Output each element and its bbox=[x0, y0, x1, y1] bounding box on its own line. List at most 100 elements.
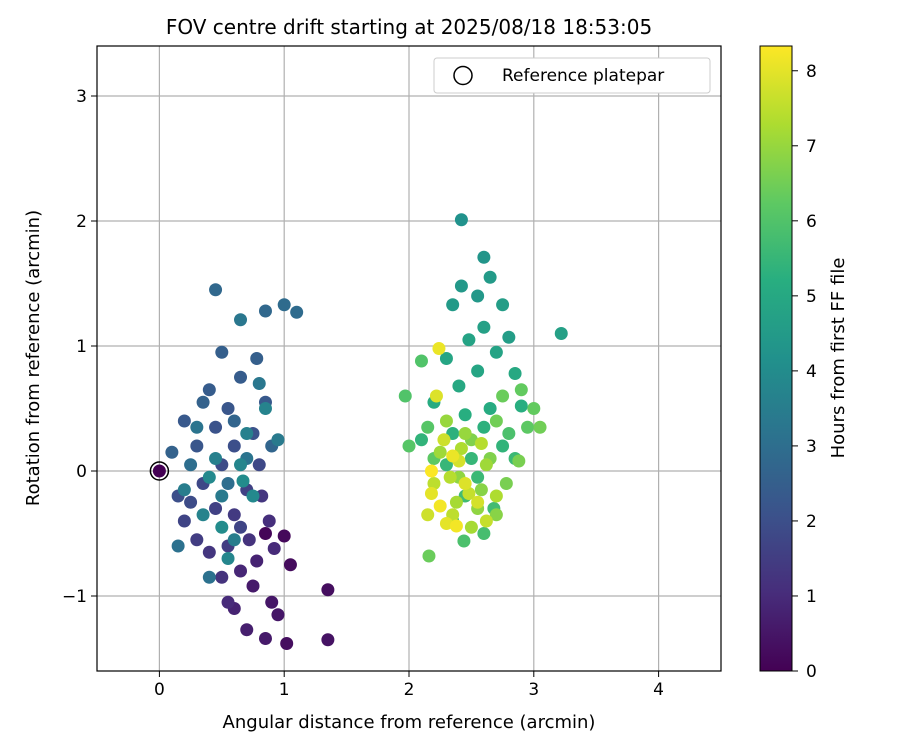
scatter-point bbox=[477, 320, 491, 334]
scatter-point bbox=[489, 489, 503, 503]
scatter-point bbox=[454, 442, 468, 455]
scatter-point bbox=[502, 427, 516, 440]
scatter-point bbox=[240, 427, 254, 440]
scatter-point bbox=[458, 477, 472, 490]
colorbar-tick-label: 6 bbox=[806, 212, 817, 232]
scatter-point bbox=[483, 270, 497, 284]
scatter-point bbox=[471, 495, 485, 509]
scatter-point bbox=[446, 298, 460, 312]
scatter-point bbox=[258, 402, 272, 415]
scatter-point bbox=[258, 304, 272, 318]
scatter-point bbox=[262, 514, 276, 528]
scatter-point bbox=[177, 483, 191, 497]
scatter-point bbox=[533, 420, 547, 434]
reference-point bbox=[149, 461, 170, 481]
scatter-point bbox=[236, 474, 250, 488]
scatter-point bbox=[221, 477, 235, 490]
scatter-point bbox=[462, 333, 476, 347]
scatter-point bbox=[427, 477, 441, 490]
chart-title: FOV centre drift starting at 2025/08/18 … bbox=[166, 15, 652, 39]
scatter-point bbox=[429, 389, 443, 403]
scatter-point bbox=[471, 289, 485, 303]
legend-label: Reference platepar bbox=[502, 66, 664, 86]
y-axis-ticks: −1 0 1 2 3 bbox=[62, 87, 97, 607]
colorbar-tick-label: 8 bbox=[806, 62, 817, 82]
reference-point-fill bbox=[152, 464, 166, 478]
scatter-point bbox=[271, 608, 285, 622]
colorbar-tick-label: 7 bbox=[806, 137, 817, 157]
scatter-point bbox=[471, 364, 485, 378]
scatter-point bbox=[422, 549, 436, 563]
scatter-point bbox=[454, 279, 468, 293]
scatter-point bbox=[209, 452, 223, 465]
scatter-point bbox=[321, 633, 335, 647]
scatter-point bbox=[190, 533, 204, 547]
colorbar-tick-label: 3 bbox=[806, 437, 817, 457]
scatter-point bbox=[202, 545, 216, 559]
scatter-point bbox=[414, 433, 428, 447]
scatter-point bbox=[190, 439, 204, 453]
scatter-point bbox=[514, 383, 528, 397]
scatter-point bbox=[512, 454, 526, 468]
scatter-point bbox=[267, 542, 281, 555]
scatter-point bbox=[433, 445, 447, 459]
scatter-point bbox=[433, 499, 447, 513]
scatter-point bbox=[489, 508, 503, 522]
scatter-point bbox=[471, 470, 485, 484]
scatter-point bbox=[227, 414, 241, 428]
legend-box bbox=[433, 57, 711, 94]
scatter-point bbox=[177, 514, 191, 528]
scatter-point bbox=[432, 342, 446, 355]
scatter-point bbox=[258, 632, 272, 645]
reference-marker bbox=[149, 461, 170, 481]
scatter-point bbox=[221, 595, 235, 609]
scatter-point bbox=[502, 330, 516, 344]
scatter-point bbox=[446, 449, 460, 463]
scatter-point bbox=[227, 439, 241, 453]
scatter-point bbox=[202, 570, 216, 584]
scatter-point bbox=[171, 539, 185, 553]
x-tick-label: 1 bbox=[279, 680, 290, 700]
scatter-point bbox=[521, 420, 535, 434]
scatter-point bbox=[283, 558, 297, 572]
scatter-point bbox=[439, 517, 453, 530]
y-axis-label: Rotation from reference (arcmin) bbox=[23, 210, 44, 506]
scatter-point bbox=[165, 445, 179, 459]
colorbar-tick-label: 5 bbox=[806, 287, 817, 307]
scatter-point bbox=[483, 402, 497, 415]
scatter-point bbox=[496, 298, 510, 312]
scatter-point bbox=[443, 470, 457, 484]
scatter-point bbox=[271, 433, 285, 447]
scatter-point bbox=[421, 508, 435, 522]
scatter-point bbox=[277, 529, 291, 543]
scatter-point bbox=[479, 458, 493, 472]
scatter-point bbox=[424, 464, 438, 478]
scatter-point bbox=[290, 305, 304, 319]
scatter-point bbox=[527, 402, 541, 415]
scatter-point bbox=[246, 579, 260, 593]
scatter-point bbox=[221, 402, 235, 415]
scatter-point bbox=[265, 595, 279, 609]
scatter-point bbox=[414, 354, 428, 368]
scatter-point bbox=[474, 483, 488, 497]
scatter-point bbox=[234, 313, 248, 327]
colorbar-tick-label: 0 bbox=[806, 662, 817, 682]
colorbar-tick-label: 2 bbox=[806, 512, 817, 532]
scatter-point bbox=[474, 437, 488, 450]
scatter-point bbox=[514, 399, 528, 413]
scatter-point bbox=[496, 389, 510, 403]
scatter-point bbox=[250, 352, 264, 365]
scatter-point bbox=[184, 495, 198, 509]
y-tick-label: 1 bbox=[76, 337, 87, 357]
scatter-point bbox=[321, 583, 335, 597]
scatter-point bbox=[489, 414, 503, 428]
y-tick-label: −1 bbox=[62, 587, 87, 607]
scatter-point bbox=[479, 514, 493, 528]
scatter-point bbox=[221, 552, 235, 565]
x-tick-label: 0 bbox=[154, 680, 165, 700]
scatter-point bbox=[421, 420, 435, 434]
colorbar-ticks: 0 1 2 3 4 5 6 7 8 bbox=[792, 62, 817, 682]
grid-lines bbox=[97, 46, 721, 671]
scatter-point bbox=[508, 367, 522, 380]
